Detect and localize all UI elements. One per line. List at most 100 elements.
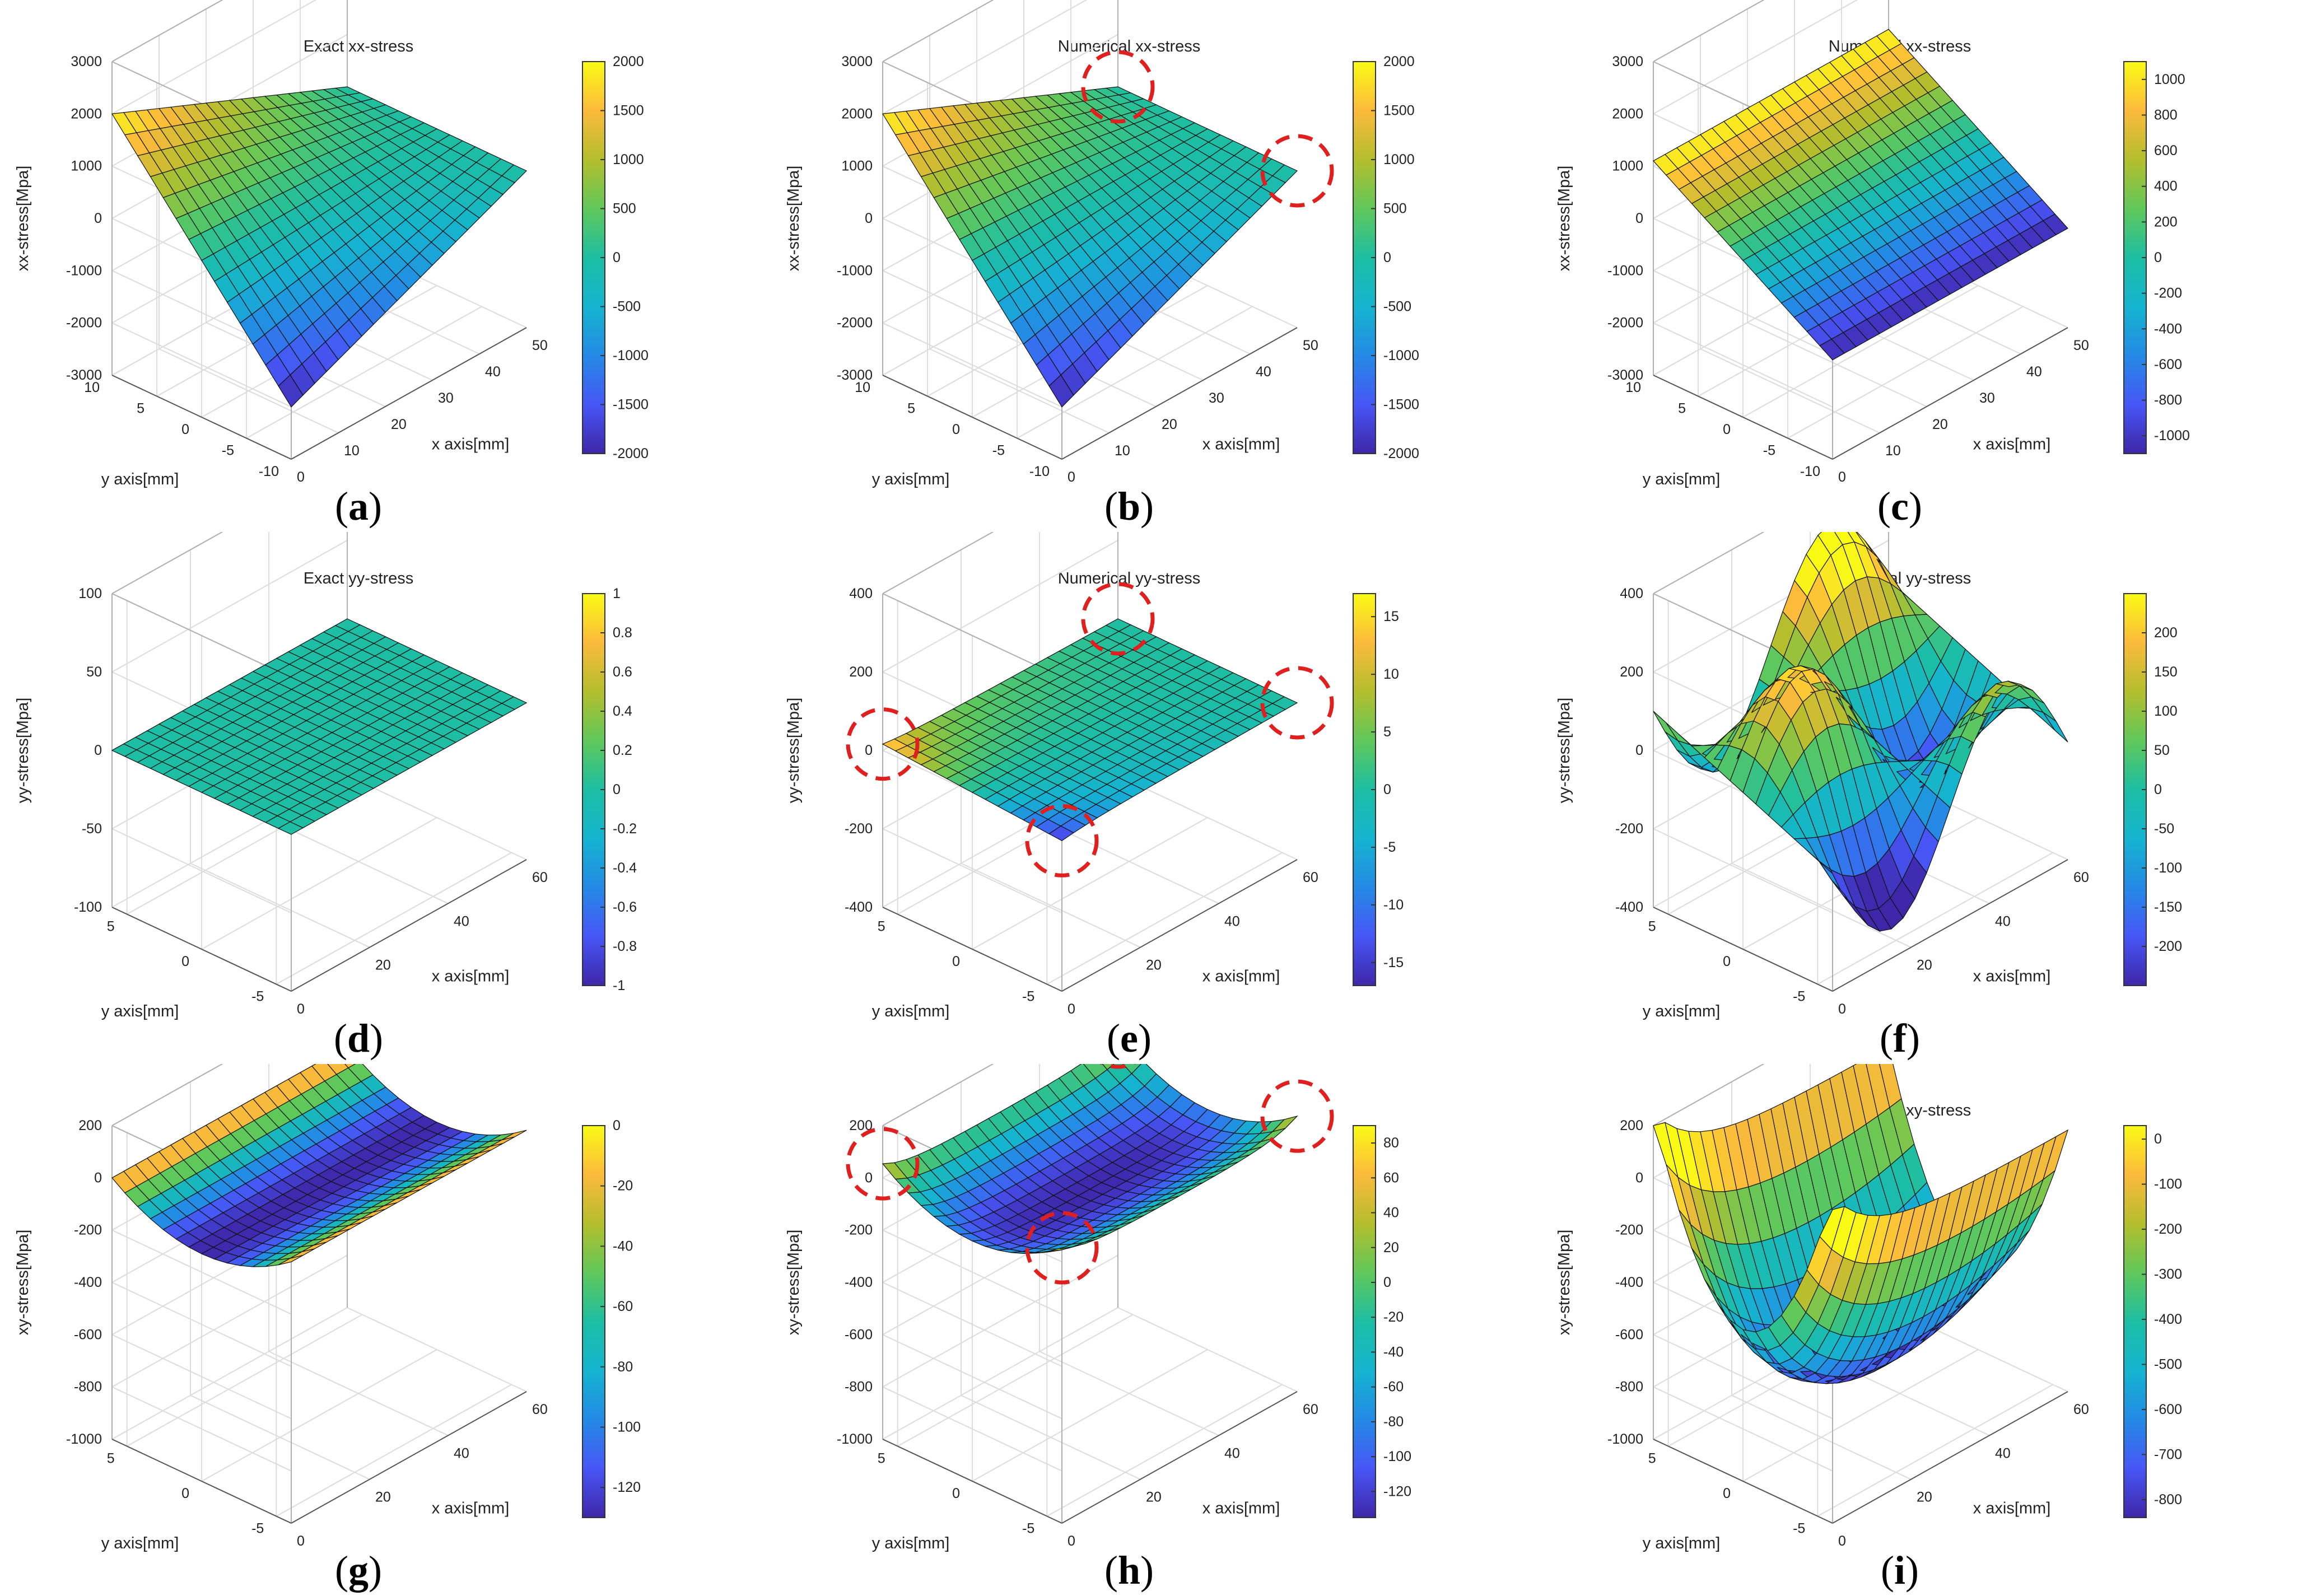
z-tick-label: 0 — [1635, 743, 1643, 758]
y-axis: 10 5 0 -5 -10 y axis[mm] — [1625, 380, 1820, 488]
z-tick-label: -600 — [74, 1327, 102, 1342]
colorbar-tick-label: -120 — [1383, 1483, 1411, 1499]
x-axis: 0 20 40 60 x axis[mm] — [1068, 1402, 1318, 1549]
panel-caption: (h) — [1104, 1548, 1154, 1593]
surface-chart-h: Numerical xy-stress2000-200-400-600-800-… — [785, 1064, 1411, 1593]
z-tick-label: -2000 — [837, 315, 873, 331]
x-axis-label: x axis[mm] — [432, 1500, 510, 1518]
colorbar-tick-label: 0.2 — [613, 743, 632, 758]
x-axis-label: x axis[mm] — [432, 436, 510, 454]
surface-mesh — [1653, 532, 2068, 932]
y-tick-label: 5 — [1648, 919, 1656, 935]
colorbar-tick-label: -200 — [2154, 939, 2182, 954]
surface-mesh — [882, 1064, 1298, 1254]
z-tick-label: -400 — [1615, 899, 1643, 915]
surface-face — [1272, 164, 1298, 183]
colorbar-tick-label: -0.2 — [613, 821, 637, 837]
colorbar: 15 10 5 0 -5 -10 -15 — [1353, 593, 1404, 986]
x-axis-label: x axis[mm] — [1202, 436, 1280, 454]
colorbar-tick-label: -600 — [2154, 357, 2182, 372]
z-tick-label: 200 — [1620, 664, 1643, 680]
y-tick-label: -5 — [1022, 989, 1034, 1005]
y-axis: 5 0 -5 y axis[mm] — [872, 919, 1035, 1021]
y-axis-label: y axis[mm] — [101, 470, 179, 488]
y-axis: 5 0 -5 y axis[mm] — [1643, 919, 1806, 1021]
z-tick-label: -100 — [74, 899, 102, 915]
y-tick-label: 10 — [855, 380, 870, 395]
colorbar-tick-label: -120 — [613, 1480, 641, 1495]
colorbar-tick-label: -400 — [2154, 1312, 2182, 1327]
colorbar-tick-label: -150 — [2154, 899, 2182, 915]
colorbar-gradient — [2123, 1125, 2147, 1518]
x-axis-label: x axis[mm] — [1973, 968, 2051, 986]
y-tick-label: 10 — [1625, 380, 1641, 395]
colorbar-tick-label: 200 — [2154, 625, 2178, 641]
z-tick-label: 3000 — [1612, 54, 1643, 69]
surface-mesh — [111, 1064, 527, 1267]
z-tick-label: 0 — [94, 211, 102, 226]
surface-face — [1653, 711, 1679, 741]
colorbar-tick-label: -80 — [1383, 1414, 1404, 1430]
y-tick-label: 0 — [1723, 954, 1731, 969]
y-tick-label: 5 — [878, 1451, 885, 1467]
z-tick-label: -1000 — [837, 1431, 873, 1447]
colorbar-tick-label: -60 — [1383, 1379, 1404, 1395]
colorbar-tick-label: 0.8 — [613, 625, 632, 641]
colorbar-tick-label: -0.8 — [613, 939, 637, 954]
y-axis: 5 0 -5 y axis[mm] — [101, 919, 264, 1021]
y-axis-label: y axis[mm] — [101, 1534, 179, 1552]
y-tick-label: 5 — [1648, 1451, 1656, 1467]
x-tick-label: 40 — [1224, 913, 1240, 929]
y-tick-label: -5 — [251, 1521, 264, 1537]
colorbar-tick-label: -50 — [2154, 821, 2174, 837]
colorbar-tick-label: 0 — [613, 1118, 621, 1133]
y-axis: 5 0 -5 y axis[mm] — [872, 1451, 1035, 1553]
x-tick-label: 60 — [2073, 870, 2089, 885]
z-axis: 3000 2000 1000 0 -1000 -2000 -3000 xx-stress[Mp… — [785, 54, 873, 383]
surface-chart-b: Numerical xx-stress3000200010000-1000-20… — [785, 0, 1419, 529]
colorbar-tick-label: -1 — [613, 978, 625, 993]
highlight-circle — [846, 1127, 920, 1201]
colorbar-tick-label: -1000 — [2154, 428, 2190, 444]
z-axis: 200 0 -200 -400 -600 -800 -1000 xy-stress[Mpa] — [14, 1118, 102, 1447]
colorbar-tick-label: -200 — [2154, 1221, 2182, 1237]
z-tick-label: -200 — [74, 1222, 102, 1238]
x-tick-label: 0 — [1838, 1533, 1846, 1549]
colorbar-tick-label: 60 — [1383, 1170, 1399, 1186]
x-tick-label: 0 — [297, 1533, 305, 1549]
colorbar-tick-label: -0.6 — [613, 899, 637, 915]
colorbar-tick-label: -60 — [613, 1299, 633, 1314]
surface-face — [501, 164, 528, 183]
y-tick-label: -10 — [1800, 464, 1820, 479]
colorbar-tick-label: -100 — [2154, 1177, 2182, 1192]
chart-title: Exact xx-stress — [304, 38, 414, 55]
colorbar-tick-label: 0 — [2154, 782, 2162, 797]
x-tick-label: 0 — [1068, 469, 1075, 485]
surface-chart-a: Exact xx-stress3000200010000-1000-2000-3… — [14, 0, 649, 529]
z-axis: 400 200 0 -200 -400 yy-stress[Mpa] — [785, 586, 873, 915]
colorbar-tick-label: 0 — [2154, 250, 2162, 265]
surface-mesh — [111, 86, 528, 408]
highlight-circle — [846, 707, 920, 781]
colorbar-tick-label: 1500 — [613, 103, 644, 119]
z-tick-label: 50 — [86, 664, 102, 680]
colorbar-tick-label: -500 — [1383, 299, 1411, 315]
colorbar: 0 -20 -40 -60 -80 -100 -120 — [582, 1118, 641, 1518]
colorbar-tick-label: -5 — [1383, 839, 1396, 855]
x-tick-label: 60 — [532, 870, 548, 885]
y-tick-label: 0 — [181, 1486, 189, 1501]
surface-face — [2043, 1129, 2069, 1180]
x-axis: 0 20 40 60 x axis[mm] — [297, 1402, 548, 1549]
y-tick-label: -5 — [992, 443, 1005, 459]
z-tick-label: -400 — [1615, 1275, 1643, 1290]
colorbar-gradient — [1353, 1125, 1376, 1518]
z-tick-label: -1000 — [837, 263, 873, 278]
z-axis: 3000 2000 1000 0 -1000 -2000 -3000 xx-stress[Mp… — [1555, 54, 1643, 383]
z-axis-label: yy-stress[Mpa] — [785, 698, 803, 804]
z-tick-label: -600 — [1615, 1327, 1643, 1342]
z-tick-label: 200 — [1620, 1118, 1643, 1133]
colorbar-tick-label: 1000 — [1383, 152, 1415, 167]
x-axis: 0 10 20 30 40 50 x axis[mm] — [1068, 338, 1318, 485]
y-tick-label: -5 — [222, 443, 234, 459]
